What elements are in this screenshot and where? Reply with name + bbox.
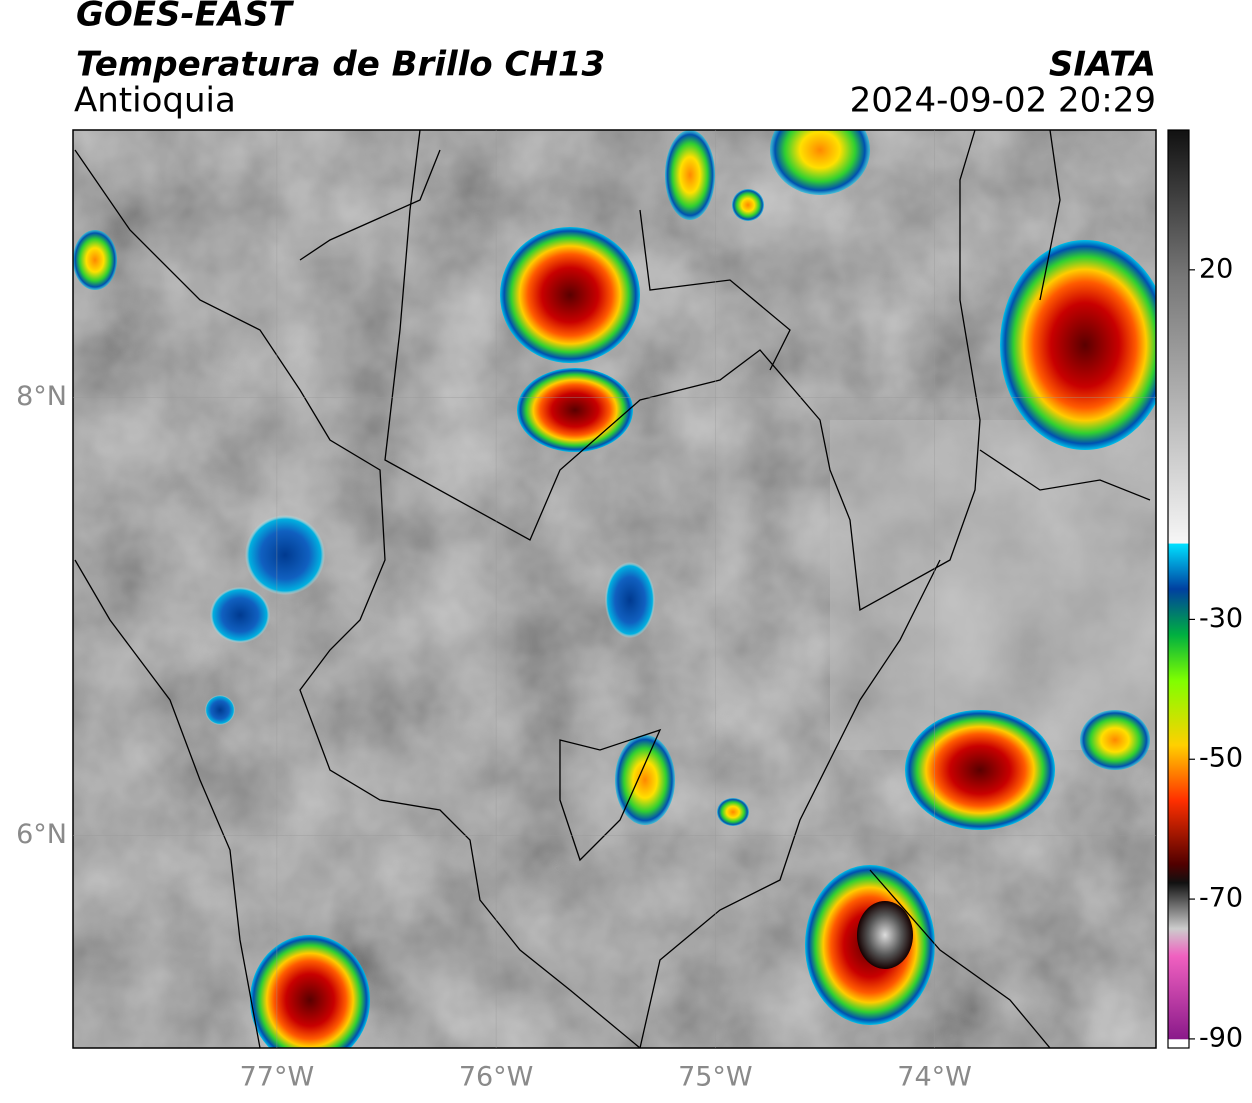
x-tick-label: 77°W [240,1062,315,1093]
x-tick-label: 76°W [459,1062,534,1093]
borders [74,130,1151,1048]
colorbar-tick-label: -70 [1199,883,1243,914]
graticule [73,130,1156,1048]
y-tick-label: 8°N [16,381,67,412]
title: GOES-EAST [76,0,295,35]
colorbar-tick-label: -90 [1199,1022,1243,1053]
colorbar-tick-label: -50 [1199,743,1243,774]
colorbar-tick-label: -30 [1199,603,1243,634]
timestamp: 2024-09-02 20:29 [850,81,1156,121]
map-frame [72,129,1157,1049]
x-tick-label: 75°W [678,1062,753,1093]
y-tick-label: 6°N [16,819,67,850]
cloud-cells [73,130,1156,1048]
region: Antioquia [74,81,236,121]
x-tick-label: 74°W [897,1062,972,1093]
subtitle: Temperatura de Brillo CH13 [76,45,605,85]
map-image [73,130,1156,1048]
colorbar [1167,129,1190,1049]
colorbar-tick-label: 20 [1199,253,1233,284]
source: SIATA [1049,45,1156,85]
